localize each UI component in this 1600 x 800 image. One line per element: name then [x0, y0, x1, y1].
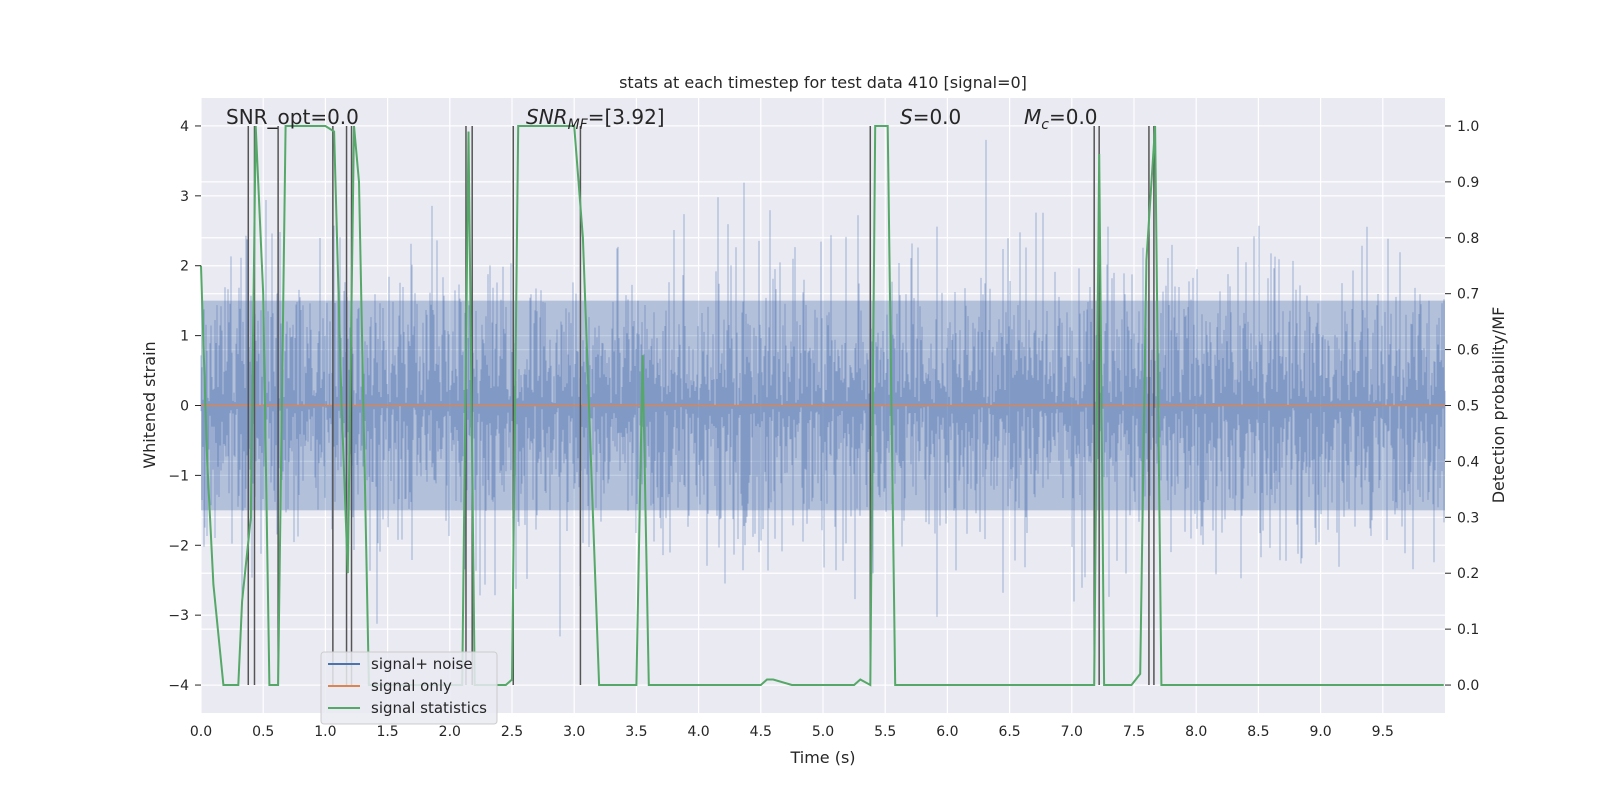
- y-left-tick-label: 2: [180, 259, 189, 275]
- s-annotation: S=0.0: [900, 105, 961, 129]
- x-tick-label: 6.5: [998, 724, 1020, 740]
- y-left-tick-label: −2: [168, 538, 189, 554]
- x-tick-label: 1.0: [314, 724, 336, 740]
- x-tick-label: 0.0: [190, 724, 212, 740]
- y-right-tick-label: 0.6: [1457, 343, 1479, 359]
- x-tick-label: 8.0: [1185, 724, 1207, 740]
- y-left-tick-label: 4: [180, 119, 189, 135]
- y-right-tick-label: 1.0: [1457, 119, 1479, 135]
- snr-mf-annotation: SNRMF=[3.92]: [526, 105, 665, 133]
- snr-mf-value: =[3.92]: [588, 105, 665, 129]
- y-right-tick-label: 0.9: [1457, 175, 1479, 191]
- x-tick-label: 1.5: [376, 724, 398, 740]
- y-right-tick-label: 0.5: [1457, 399, 1479, 415]
- x-tick-label: 2.0: [439, 724, 461, 740]
- y-right-axis-ticks: 1.0 0.9 0.8 0.7 0.6 0.5 0.4 0.3 0.2 0.1 0.0: [1445, 119, 1479, 694]
- vertical-markers: [247, 125, 1155, 686]
- mc-subscript: c: [1041, 117, 1049, 133]
- snr-mf-subscript: MF: [568, 117, 589, 133]
- chart-title: stats at each timestep for test data 410…: [619, 73, 1027, 92]
- mc-value: =0.0: [1049, 105, 1098, 129]
- x-tick-label: 3.0: [563, 724, 585, 740]
- y-left-tick-label: 3: [180, 189, 189, 205]
- legend-label-signal-only: signal only: [371, 677, 452, 695]
- y-left-tick-label: 1: [180, 329, 189, 345]
- x-tick-label: 6.0: [936, 724, 958, 740]
- x-tick-label: 9.5: [1372, 724, 1394, 740]
- y-left-tick-label: −1: [168, 468, 189, 484]
- x-tick-label: 3.5: [625, 724, 647, 740]
- x-tick-label: 7.5: [1123, 724, 1145, 740]
- y-right-axis-label: Detection probability/MF: [1489, 307, 1508, 504]
- mc-label: M: [1024, 105, 1041, 129]
- y-right-tick-label: 0.2: [1457, 566, 1479, 582]
- y-left-axis-ticks: 4 3 2 1 0 −1 −2 −3 −4: [168, 119, 201, 694]
- x-tick-label: 5.0: [812, 724, 834, 740]
- legend-box: [320, 651, 498, 725]
- x-tick-label: 9.0: [1309, 724, 1331, 740]
- series-signal-statistics-line: [200, 125, 1444, 687]
- x-axis-label: Time (s): [789, 748, 855, 767]
- x-tick-label: 4.0: [687, 724, 709, 740]
- y-right-tick-label: 0.1: [1457, 622, 1479, 638]
- y-left-tick-label: −3: [168, 608, 189, 624]
- y-left-axis-label: Whitened strain: [140, 341, 159, 468]
- x-tick-label: 8.5: [1247, 724, 1269, 740]
- y-left-tick-label: 0: [180, 399, 189, 415]
- legend: signal+ noise signal only signal statist…: [320, 651, 498, 725]
- y-right-tick-label: 0.3: [1457, 510, 1479, 526]
- s-value: =0.0: [913, 105, 962, 129]
- y-right-tick-label: 0.4: [1457, 454, 1479, 470]
- s-label: S: [900, 105, 913, 129]
- mc-annotation: Mc=0.0: [1024, 105, 1098, 133]
- y-left-tick-label: −4: [168, 678, 189, 694]
- legend-label-signal-statistics: signal statistics: [371, 699, 487, 717]
- y-right-tick-label: 0.7: [1457, 287, 1479, 303]
- y-right-tick-label: 0.0: [1457, 678, 1479, 694]
- x-tick-label: 7.0: [1061, 724, 1083, 740]
- legend-label-signal-plus-noise: signal+ noise: [371, 655, 473, 673]
- x-tick-label: 5.5: [874, 724, 896, 740]
- x-tick-label: 2.5: [501, 724, 523, 740]
- x-tick-label: 4.5: [750, 724, 772, 740]
- y-right-tick-label: 0.8: [1457, 231, 1479, 247]
- x-tick-label: 0.5: [252, 724, 274, 740]
- snr-mf-label: SNR: [526, 105, 568, 129]
- x-axis-ticks: 0.0 0.5 1.0 1.5 2.0 2.5 3.0 3.5 4.0 4.5 5.0 5.5 6.0 6…: [190, 724, 1394, 740]
- snr-opt-annotation: SNR_opt=0.0: [226, 105, 359, 129]
